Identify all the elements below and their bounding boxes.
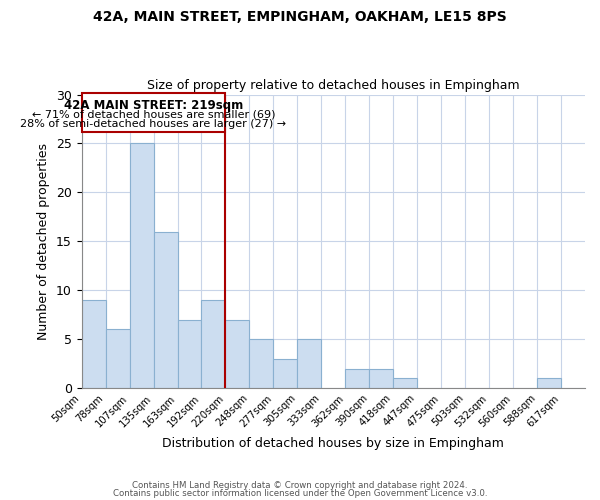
Bar [298,339,322,388]
Bar [226,320,250,388]
Bar [250,339,274,388]
Bar [274,359,298,388]
Text: Contains HM Land Registry data © Crown copyright and database right 2024.: Contains HM Land Registry data © Crown c… [132,481,468,490]
Bar [537,378,561,388]
X-axis label: Distribution of detached houses by size in Empingham: Distribution of detached houses by size … [163,437,504,450]
Bar [346,368,369,388]
Title: Size of property relative to detached houses in Empingham: Size of property relative to detached ho… [147,79,520,92]
Text: Contains public sector information licensed under the Open Government Licence v3: Contains public sector information licen… [113,488,487,498]
Text: ← 71% of detached houses are smaller (69): ← 71% of detached houses are smaller (69… [32,109,275,119]
FancyBboxPatch shape [82,92,226,132]
Bar [393,378,417,388]
Text: 42A MAIN STREET: 219sqm: 42A MAIN STREET: 219sqm [64,100,243,112]
Bar [106,330,130,388]
Text: 42A, MAIN STREET, EMPINGHAM, OAKHAM, LE15 8PS: 42A, MAIN STREET, EMPINGHAM, OAKHAM, LE1… [93,10,507,24]
Bar [130,144,154,388]
Bar [82,300,106,388]
Bar [369,368,393,388]
Text: 28% of semi-detached houses are larger (27) →: 28% of semi-detached houses are larger (… [20,119,287,129]
Bar [178,320,202,388]
Y-axis label: Number of detached properties: Number of detached properties [37,143,50,340]
Bar [154,232,178,388]
Bar [202,300,226,388]
